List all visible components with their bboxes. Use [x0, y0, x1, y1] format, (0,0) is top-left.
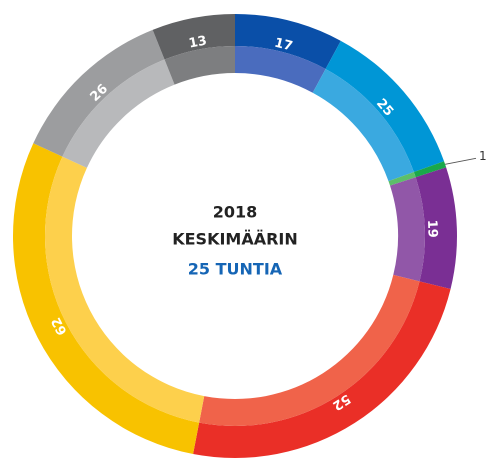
value-label: 62 — [49, 315, 71, 338]
value-label: 13 — [188, 33, 209, 51]
segment-outer — [193, 281, 451, 458]
value-label: 19 — [424, 219, 440, 238]
value-label: 17 — [273, 36, 294, 55]
center-line: KESKIMÄÄRIN — [172, 230, 298, 249]
segment-outer — [152, 14, 235, 60]
segment-inner — [312, 68, 414, 182]
segment-outer — [13, 143, 200, 455]
segment-inner — [235, 46, 326, 93]
segment-outer — [235, 14, 341, 69]
center-highlight: 25 TUNTIA — [188, 260, 283, 279]
leader-line — [445, 157, 477, 165]
segment-outer — [33, 29, 165, 157]
segment-outer — [415, 167, 458, 290]
segment-outer — [325, 40, 445, 173]
segment-inner — [44, 156, 205, 423]
segment-inner — [388, 172, 416, 186]
center-line: 2018 — [213, 203, 258, 222]
segment-outer — [413, 161, 447, 178]
segment-inner — [164, 46, 235, 85]
segment-inner — [390, 177, 425, 282]
value-label: 1 — [479, 149, 487, 163]
segment-inner — [62, 59, 175, 168]
segment-inner — [199, 274, 420, 426]
